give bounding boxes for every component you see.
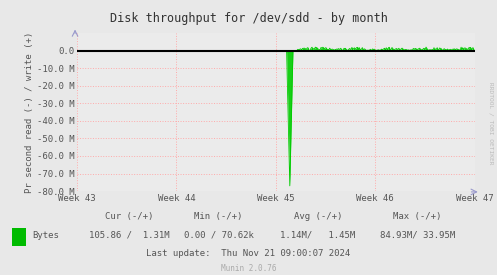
Text: RRDTOOL / TOBI OETIKER: RRDTOOL / TOBI OETIKER <box>488 82 493 165</box>
Text: Last update:  Thu Nov 21 09:00:07 2024: Last update: Thu Nov 21 09:00:07 2024 <box>147 249 350 258</box>
Text: Disk throughput for /dev/sdd - by month: Disk throughput for /dev/sdd - by month <box>109 12 388 25</box>
Y-axis label: Pr second read (-) / write (+): Pr second read (-) / write (+) <box>25 31 34 193</box>
Text: Cur (-/+): Cur (-/+) <box>105 212 154 221</box>
Text: Min (-/+): Min (-/+) <box>194 212 243 221</box>
Text: Avg (-/+): Avg (-/+) <box>294 212 342 221</box>
Text: 1.14M/   1.45M: 1.14M/ 1.45M <box>280 231 356 240</box>
Text: Max (-/+): Max (-/+) <box>393 212 442 221</box>
Text: 105.86 /  1.31M: 105.86 / 1.31M <box>89 231 169 240</box>
Text: Bytes: Bytes <box>32 231 59 240</box>
Text: Munin 2.0.76: Munin 2.0.76 <box>221 264 276 273</box>
Text: 84.93M/ 33.95M: 84.93M/ 33.95M <box>380 231 455 240</box>
Text: 0.00 / 70.62k: 0.00 / 70.62k <box>184 231 253 240</box>
